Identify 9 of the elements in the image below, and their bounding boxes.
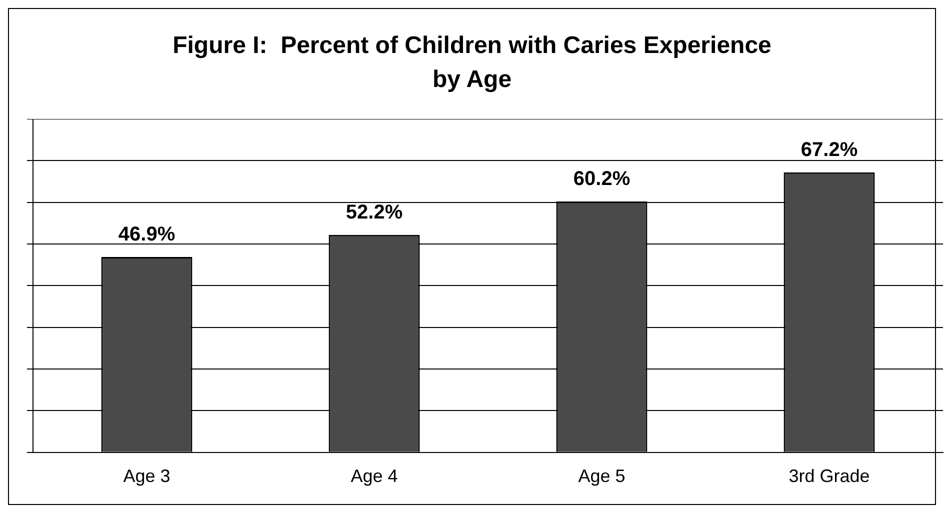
data-label: 46.9% — [118, 223, 176, 246]
data-label: 60.2% — [573, 168, 630, 190]
chart-title: Figure I: Percent of Children with Caries Experience by Age — [172, 31, 772, 95]
x-tick-label: Age 3 — [123, 466, 170, 486]
x-tick-label: Age 4 — [350, 466, 398, 486]
x-tick-label: Age 5 — [578, 466, 626, 486]
data-label: 67.2% — [800, 138, 858, 161]
data-label: 52.2% — [346, 201, 403, 224]
x-tick-label: 3rd Grade — [788, 466, 870, 486]
